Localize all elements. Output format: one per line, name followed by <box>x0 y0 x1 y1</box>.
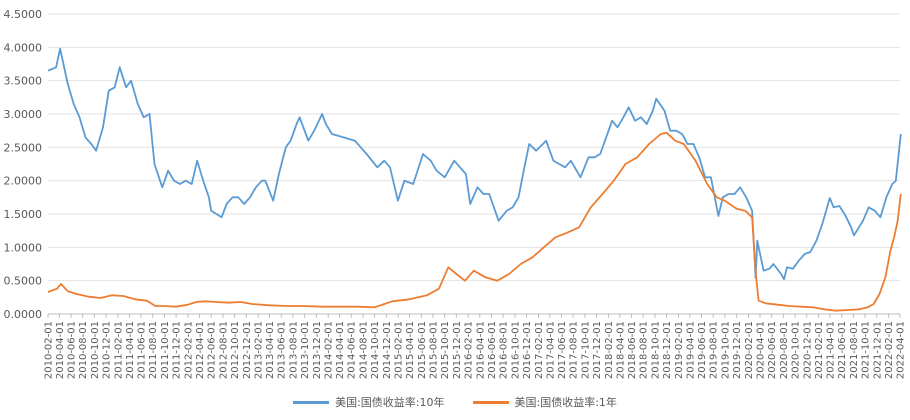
y-tick-label: 3.0000 <box>4 108 43 121</box>
x-tick-label: 2017-06-01 <box>557 321 568 379</box>
x-tick-label: 2016-04-01 <box>475 321 486 379</box>
x-tick-label: 2022-04-01 <box>896 321 907 379</box>
x-tick-label: 2015-10-01 <box>440 321 451 379</box>
x-tick-label: 2020-12-01 <box>802 321 813 379</box>
x-tick-label: 2017-02-01 <box>534 321 545 379</box>
series-line-1y <box>47 131 902 312</box>
x-tick-label: 2012-02-01 <box>184 321 195 379</box>
x-tick-label: 2018-04-01 <box>615 321 626 379</box>
x-tick-label: 2014-04-01 <box>335 321 346 379</box>
x-tick-label: 2021-10-01 <box>861 321 872 379</box>
x-tick-label: 2011-08-01 <box>148 321 159 379</box>
x-tick-label: 2015-06-01 <box>417 321 428 379</box>
x-tick-label: 2020-08-01 <box>779 321 790 379</box>
x-tick-label: 2019-06-01 <box>697 321 708 379</box>
x-tick-label: 2021-08-01 <box>849 321 860 379</box>
x-tick-label: 2015-04-01 <box>405 321 416 379</box>
x-tick-label: 2010-10-01 <box>90 321 101 379</box>
x-tick-label: 2013-12-01 <box>312 321 323 379</box>
x-tick-label: 2017-12-01 <box>592 321 603 379</box>
x-tick-label: 2010-04-01 <box>55 321 66 379</box>
x-tick-label: 2016-02-01 <box>464 321 475 379</box>
x-tick-label: 2013-02-01 <box>254 321 265 379</box>
x-tick-label: 2017-10-01 <box>580 321 591 379</box>
x-tick-label: 2020-10-01 <box>791 321 802 379</box>
x-tick-label: 2019-12-01 <box>732 321 743 379</box>
legend-swatch-1y <box>472 400 509 404</box>
x-tick-label: 2014-10-01 <box>370 321 381 379</box>
x-tick-label: 2013-10-01 <box>300 321 311 379</box>
x-tick-label: 2021-06-01 <box>837 321 848 379</box>
x-tick-label: 2010-06-01 <box>67 321 78 379</box>
y-tick-label: 1.5000 <box>4 208 43 221</box>
x-tick-label: 2021-02-01 <box>814 321 825 379</box>
x-tick-label: 2012-10-01 <box>230 321 241 379</box>
grid <box>48 13 900 315</box>
x-tick-label: 2012-06-01 <box>207 321 218 379</box>
x-tick-label: 2016-08-01 <box>499 321 510 379</box>
x-tick-label: 2011-12-01 <box>172 321 183 379</box>
x-tick-label: 2011-02-01 <box>114 321 125 379</box>
y-tick-label: 2.0000 <box>4 175 43 188</box>
y-tick-label: 0.5000 <box>4 275 43 288</box>
x-tick-label: 2014-08-01 <box>358 321 369 379</box>
x-tick-label: 2014-12-01 <box>382 321 393 379</box>
x-tick-label: 2018-12-01 <box>662 321 673 379</box>
x-tick-label: 2016-06-01 <box>487 321 498 379</box>
x-tick-label: 2020-06-01 <box>767 321 778 379</box>
x-tick-label: 2015-02-01 <box>394 321 405 379</box>
legend-item-1y: 美国:国债收益率:1年 <box>472 393 617 411</box>
x-tick-label: 2019-10-01 <box>720 321 731 379</box>
x-tick-label: 2012-12-01 <box>242 321 253 379</box>
x-tick-label: 2018-06-01 <box>627 321 638 379</box>
x-tick-label: 2011-10-01 <box>160 321 171 379</box>
x-tick-label: 2015-08-01 <box>428 321 439 379</box>
y-tick-label: 0.0000 <box>4 308 43 321</box>
x-tick-label: 2010-12-01 <box>102 321 113 379</box>
series-line-10y <box>47 47 902 281</box>
x-tick-label: 2018-10-01 <box>650 321 661 379</box>
legend-item-10y: 美国:国债收益率:10年 <box>293 393 445 411</box>
x-tick-label: 2010-08-01 <box>78 321 89 379</box>
legend-label-1y: 美国:国债收益率:1年 <box>514 396 617 409</box>
x-tick-label: 2013-08-01 <box>288 321 299 379</box>
x-tick-label: 2018-02-01 <box>604 321 615 379</box>
x-tick-label: 2019-04-01 <box>685 321 696 379</box>
x-tick-label: 2017-04-01 <box>545 321 556 379</box>
x-tick-label: 2013-04-01 <box>265 321 276 379</box>
x-tick-label: 2019-08-01 <box>709 321 720 379</box>
legend: 美国:国债收益率:10年 美国:国债收益率:1年 <box>0 393 910 411</box>
y-tick-label: 3.5000 <box>4 75 43 88</box>
y-tick-label: 1.0000 <box>4 241 43 254</box>
y-tick-label: 2.5000 <box>4 141 43 154</box>
y-tick-label: 4.0000 <box>4 41 43 54</box>
x-tick-label: 2019-02-01 <box>674 321 685 379</box>
x-tick-label: 2021-04-01 <box>825 321 836 379</box>
legend-swatch-10y <box>293 400 330 404</box>
x-tick-label: 2022-02-01 <box>884 321 895 379</box>
y-tick-label: 4.5000 <box>4 8 43 21</box>
x-tick-label: 2012-08-01 <box>218 321 229 379</box>
legend-label-10y: 美国:国债收益率:10年 <box>335 396 445 409</box>
x-tick-label: 2015-12-01 <box>452 321 463 379</box>
x-tick-label: 2011-06-01 <box>137 321 148 379</box>
x-tick-label: 2020-02-01 <box>744 321 755 379</box>
x-tick-label: 2016-12-01 <box>522 321 533 379</box>
y-axis: 0.0000 0.5000 1.0000 1.5000 2.0000 2.5000 3.00… <box>4 8 43 321</box>
x-axis: 2010-02-01 2010-04-01 2010-06-01 2010-08-01… <box>44 314 907 379</box>
x-tick-label: 2013-06-01 <box>277 321 288 379</box>
x-tick-label: 2017-08-01 <box>569 321 580 379</box>
x-tick-label: 2014-02-01 <box>324 321 335 379</box>
x-tick-label: 2020-04-01 <box>755 321 766 379</box>
plot-area <box>47 47 902 312</box>
x-tick-label: 2016-10-01 <box>510 321 521 379</box>
x-tick-label: 2012-04-01 <box>195 321 206 379</box>
x-tick-label: 2011-04-01 <box>125 321 136 379</box>
x-tick-label: 2010-02-01 <box>44 321 55 379</box>
x-tick-label: 2018-08-01 <box>639 321 650 379</box>
x-tick-label: 2021-12-01 <box>872 321 883 379</box>
x-tick-label: 2014-06-01 <box>347 321 358 379</box>
